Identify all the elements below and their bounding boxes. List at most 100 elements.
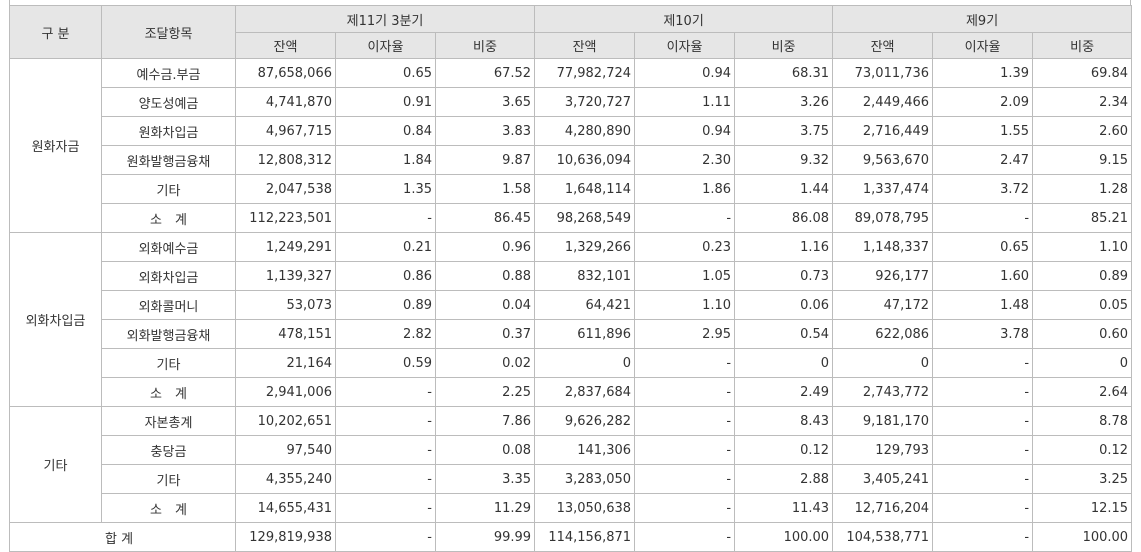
row-item-label: 양도성예금: [101, 87, 236, 117]
share-cell: 2.60: [1032, 116, 1133, 146]
balance-cell: 611,896: [534, 319, 636, 349]
balance-cell: 12,716,204: [832, 493, 934, 523]
share-cell: 69.84: [1032, 58, 1133, 88]
balance-cell: 9,563,670: [832, 145, 934, 175]
row-item-label: 소 계: [101, 203, 236, 233]
row-item-label: 기타: [101, 464, 236, 494]
balance-cell: 21,164: [235, 348, 336, 378]
rate-cell: -: [335, 493, 436, 523]
header-row-sub: 잔액 이자율 비중 잔액 이자율 비중 잔액 이자율 비중: [10, 32, 1133, 59]
total-balance-cell: 129,819,938: [235, 522, 336, 552]
rate-cell: 0.23: [634, 232, 736, 262]
share-cell: 7.86: [434, 406, 536, 436]
row-item-label: 외화콜머니: [101, 290, 236, 320]
row-item-label: 외화차입금: [101, 261, 236, 291]
rate-cell: 0.86: [335, 261, 436, 291]
balance-cell: 4,355,240: [235, 464, 336, 494]
row-item-label: 원화차입금: [101, 116, 236, 146]
share-cell: 3.83: [434, 116, 536, 146]
share-cell: 12.15: [1032, 493, 1133, 523]
share-cell: 0.06: [734, 290, 834, 320]
rate-cell: -: [932, 493, 1034, 523]
share-cell: 68.31: [734, 58, 834, 88]
balance-cell: 1,337,474: [832, 174, 934, 204]
balance-cell: 926,177: [832, 261, 934, 291]
table-row: 원화발행금융채 12,808,312 1.84 9.87 10,636,094 2.30 9…: [10, 145, 1133, 175]
header-period-9: 제9기: [832, 5, 1133, 33]
share-cell: 8.78: [1032, 406, 1133, 436]
rate-cell: 0.21: [335, 232, 436, 262]
rate-cell: 1.39: [932, 58, 1034, 88]
balance-cell: 4,967,715: [235, 116, 336, 146]
balance-cell: 2,716,449: [832, 116, 934, 146]
share-cell: 0.73: [734, 261, 834, 291]
share-cell: 86.08: [734, 203, 834, 233]
total-row: 합 계 129,819,938-99.99 114,156,871-100.00 10…: [9, 522, 1133, 552]
row-item-label: 외화예수금: [101, 232, 236, 262]
share-cell: 1.44: [734, 174, 834, 204]
table-row: 소 계 2,941,006-2.25 2,837,684-2.49 2,743,772…: [10, 377, 1133, 407]
balance-cell: 53,073: [235, 290, 336, 320]
balance-cell: 3,720,727: [534, 87, 636, 117]
table-row: 기타 21,164 0.59 0.02 0-0 0-0: [10, 348, 1133, 378]
table-row: 양도성예금 4,741,870 0.91 3.65 3,720,727 1.11 3.26 2…: [10, 87, 1133, 117]
table-row: 외화차입금 1,139,327 0.86 0.88 832,101 1.05 0.73 926…: [10, 261, 1133, 291]
header-share: 비중: [1032, 32, 1133, 59]
balance-cell: 141,306: [534, 435, 636, 465]
rate-cell: 0.84: [335, 116, 436, 146]
balance-cell: 478,151: [235, 319, 336, 349]
row-item-label: 충당금: [101, 435, 236, 465]
share-cell: 3.26: [734, 87, 834, 117]
share-cell: 2.88: [734, 464, 834, 494]
balance-cell: 13,050,638: [534, 493, 636, 523]
table-row: 외화발행금융채 478,151 2.82 0.37 611,896 2.95 0.54 622…: [10, 319, 1133, 349]
share-cell: 0.12: [1032, 435, 1133, 465]
table-row: 원화자금 예수금.부금 87,658,066 0.65 67.52 77,982,724 0…: [9, 58, 1133, 233]
share-cell: 1.10: [1032, 232, 1133, 262]
share-cell: 11.29: [434, 493, 536, 523]
header-period-11q3: 제11기 3분기: [234, 5, 536, 33]
header-share: 비중: [434, 32, 536, 59]
balance-cell: 98,268,549: [534, 203, 636, 233]
share-cell: 0.88: [434, 261, 536, 291]
share-cell: 3.65: [434, 87, 536, 117]
rate-cell: -: [932, 348, 1034, 378]
table-top-edge: [9, 0, 1131, 5]
table-row: 외화차입금 외화예수금 1,249,291 0.21 0.96 1,329,266 0.23…: [9, 232, 1133, 407]
header-share: 비중: [734, 32, 834, 59]
total-balance-cell: 104,538,771: [832, 522, 934, 552]
share-cell: 8.43: [734, 406, 834, 436]
table-row: 기타 4,355,240-3.35 3,283,050-2.88 3,405,241-…: [10, 464, 1133, 494]
share-cell: 3.75: [734, 116, 834, 146]
header-balance: 잔액: [832, 32, 934, 59]
share-cell: 0.08: [434, 435, 536, 465]
rate-cell: 1.84: [335, 145, 436, 175]
balance-cell: 1,329,266: [534, 232, 636, 262]
share-cell: 0.02: [434, 348, 536, 378]
rate-cell: -: [932, 406, 1034, 436]
balance-cell: 1,249,291: [235, 232, 336, 262]
balance-cell: 4,280,890: [534, 116, 636, 146]
header-balance: 잔액: [235, 32, 336, 59]
rate-cell: 0.94: [634, 116, 736, 146]
balance-cell: 1,139,327: [235, 261, 336, 291]
share-cell: 3.35: [434, 464, 536, 494]
rate-cell: 2.47: [932, 145, 1034, 175]
header-rate: 이자율: [932, 32, 1034, 59]
share-cell: 1.16: [734, 232, 834, 262]
share-cell: 0.96: [434, 232, 536, 262]
rate-cell: -: [932, 203, 1034, 233]
row-item-label: 소 계: [101, 493, 236, 523]
rate-cell: -: [634, 493, 736, 523]
rate-cell: 0.59: [335, 348, 436, 378]
balance-cell: 87,658,066: [235, 58, 336, 88]
rate-cell: -: [932, 464, 1034, 494]
table-row: 기타 자본총계 10,202,651-7.86 9,626,282-8.43 9,181…: [9, 406, 1133, 523]
row-item-label: 자본총계: [101, 406, 236, 436]
rate-cell: -: [335, 203, 436, 233]
share-cell: 3.25: [1032, 464, 1133, 494]
rate-cell: -: [634, 203, 736, 233]
rate-cell: 1.48: [932, 290, 1034, 320]
rate-cell: 2.95: [634, 319, 736, 349]
group-label: 원화자금: [9, 58, 102, 233]
